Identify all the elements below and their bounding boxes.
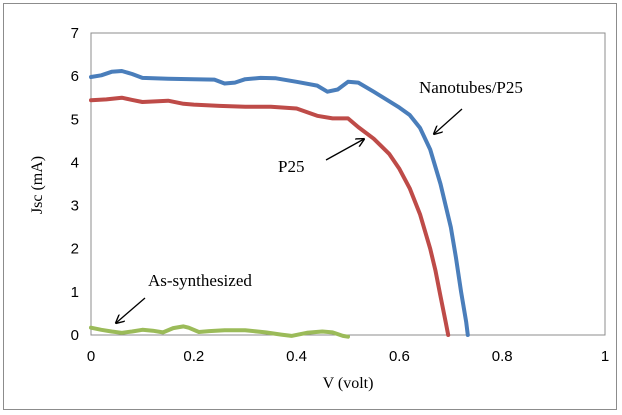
x-axis-ticks: 0 0.2 0.4 0.6 0.8 1: [87, 348, 609, 365]
series-line-as-synthesized: [89, 324, 350, 339]
chart-frame: [3, 3, 617, 410]
annotation-as-synthesized-arrow: [116, 297, 146, 323]
y-tick-label: 5: [71, 111, 79, 128]
series-line-nanotubes-p25: [89, 69, 470, 337]
x-tick-label: 0.4: [286, 348, 307, 365]
x-tick-label: 0.8: [492, 348, 513, 365]
annotation-p25-label: P25: [278, 157, 304, 176]
y-tick-label: 2: [71, 241, 79, 258]
annotation-p25-arrow: [325, 139, 364, 161]
x-tick-label: 1: [601, 348, 609, 365]
y-tick-label: 0: [71, 327, 79, 344]
x-tick-label: 0.2: [183, 348, 204, 365]
y-tick-label: 6: [71, 68, 79, 85]
annotation-nanotubes-label: Nanotubes/P25: [419, 78, 523, 97]
x-tick-label: 0: [87, 348, 95, 365]
x-tick-label: 0.6: [389, 348, 410, 365]
y-tick-label: 3: [71, 198, 79, 215]
series-line-p25: [89, 95, 451, 337]
y-axis-title: Jsc (mA): [29, 156, 46, 214]
y-tick-label: 7: [71, 25, 79, 42]
y-tick-label: 1: [71, 284, 79, 301]
x-axis-title: V (volt): [323, 375, 374, 392]
y-axis-ticks: 0 1 2 3 4 5 6 7: [71, 25, 79, 344]
annotation-nanotubes-arrow: [434, 108, 463, 134]
annotation-as-synthesized-label: As-synthesized: [148, 271, 252, 290]
series-lines: [89, 69, 470, 339]
y-tick-label: 4: [71, 154, 79, 171]
